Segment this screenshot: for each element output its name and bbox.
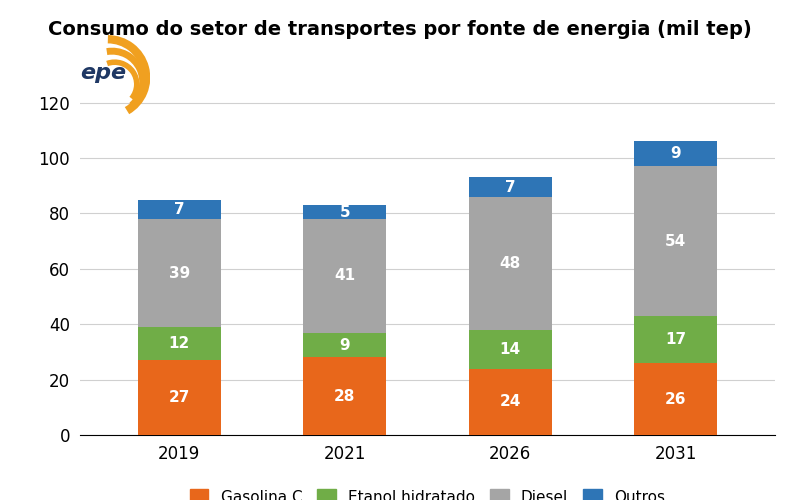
Bar [469,197,551,330]
Text: 39: 39 [169,266,190,280]
Text: 54: 54 [665,234,686,248]
Bar [138,360,221,435]
Bar [634,166,718,316]
Bar [469,178,551,197]
Bar [469,368,551,435]
Text: 5: 5 [340,204,350,220]
Bar [138,327,221,360]
Text: 26: 26 [665,392,686,406]
Bar [304,332,386,357]
Legend: Gasolina C, Etanol hidratado, Diesel, Outros: Gasolina C, Etanol hidratado, Diesel, Ou… [190,490,665,500]
Text: 41: 41 [334,268,356,283]
Text: 28: 28 [334,388,356,404]
Text: 27: 27 [169,390,190,405]
Bar [304,358,386,435]
Text: 7: 7 [505,180,515,194]
Text: 14: 14 [499,342,521,356]
Bar [304,205,386,219]
Bar [634,142,718,167]
Text: 24: 24 [499,394,521,409]
Text: 9: 9 [670,146,681,162]
Text: 48: 48 [499,256,521,271]
Text: 17: 17 [665,332,686,347]
Bar [138,219,221,327]
Text: Consumo do setor de transportes por fonte de energia (mil tep): Consumo do setor de transportes por font… [48,20,751,39]
Bar [304,219,386,332]
Text: 12: 12 [169,336,190,351]
Text: epe: epe [81,63,127,83]
Bar [634,316,718,363]
Text: 9: 9 [340,338,350,352]
Bar [469,330,551,368]
Bar [634,363,718,435]
Text: 7: 7 [174,202,185,217]
Bar [138,200,221,219]
